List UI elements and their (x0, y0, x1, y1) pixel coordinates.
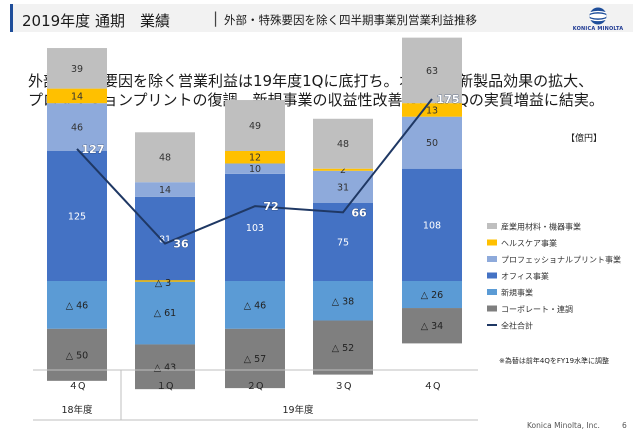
bar-segment-industrial-2 (225, 100, 285, 151)
data-label-office-2: 103 (246, 223, 264, 234)
bar-segment-industrial-1 (135, 132, 195, 183)
legend-swatch-office (487, 272, 497, 279)
data-label-corporate-0: △ 50 (66, 350, 88, 361)
data-label-industrial-2: 49 (249, 121, 261, 132)
bar-segment-healthcare-2 (225, 151, 285, 164)
bar-segment-professional_print-2 (225, 163, 285, 174)
bar-segment-industrial-0 (47, 48, 107, 89)
bar-segment-office-3 (313, 203, 373, 281)
data-label-industrial-3: 48 (337, 139, 349, 150)
bar-segment-healthcare-4 (402, 103, 462, 117)
data-label-professional_print-1: 14 (159, 185, 171, 196)
bar-segment-office-0 (47, 151, 107, 281)
header-bar (10, 4, 633, 32)
legend-label-total: 全社合計 (501, 321, 533, 331)
total-label-4: 175 (437, 93, 460, 106)
data-label-professional_print-0: 46 (71, 123, 83, 134)
legend-swatch-new_business (487, 289, 497, 295)
data-label-office-1: 81 (159, 234, 171, 245)
total-label-2: 72 (263, 200, 278, 213)
bar-segment-professional_print-1 (135, 182, 195, 197)
data-label-professional_print-3: 31 (337, 182, 349, 193)
logo-text: KONICA MINOLTA (572, 26, 624, 32)
total-label-3: 66 (351, 206, 367, 219)
year-label-1: 19年度 (282, 404, 314, 416)
legend-swatch-industrial (487, 223, 497, 229)
legend-label-professional_print: プロフェッショナルプリント事業 (501, 255, 621, 265)
bar-segment-corporate-2 (225, 328, 285, 389)
data-label-corporate-2: △ 57 (244, 354, 266, 365)
data-label-new_business-4: △ 26 (421, 290, 443, 301)
konica-minolta-logo: KONICA MINOLTA (568, 6, 628, 34)
bar-segment-new_business-4 (402, 281, 462, 309)
bar-segment-office-1 (135, 196, 195, 281)
data-label-healthcare-0: 14 (71, 91, 83, 102)
konica-minolta-globe-icon (589, 7, 607, 25)
data-label-healthcare-2: 12 (249, 153, 261, 164)
bar-segment-healthcare-0 (47, 88, 107, 104)
data-label-corporate-3: △ 52 (332, 343, 354, 354)
year-label-0: 18年度 (61, 404, 93, 416)
x-tick-label-3: ３Q (335, 381, 352, 392)
footer-company: Konica Minolta, Inc. (527, 421, 600, 430)
bar-segment-office-4 (402, 168, 462, 281)
data-label-industrial-1: 48 (159, 153, 171, 164)
legend-label-corporate: コーポレート・連調 (501, 304, 573, 314)
data-label-professional_print-2: 10 (249, 164, 261, 175)
bar-segment-new_business-1 (135, 281, 195, 345)
bar-segment-healthcare-3 (313, 168, 373, 171)
bar-segment-corporate-0 (47, 328, 107, 381)
x-tick-label-4: ４Q (424, 381, 441, 392)
bar-segment-industrial-3 (313, 118, 373, 169)
exchange-rate-note: ※為替は前年4QをFY19水準に調整 (499, 357, 610, 365)
title-separator: | (213, 9, 219, 27)
data-label-office-3: 75 (337, 238, 349, 249)
legend-swatch-professional_print (487, 256, 497, 262)
data-label-new_business-3: △ 38 (332, 296, 354, 307)
data-label-industrial-0: 39 (71, 64, 83, 75)
bar-segment-professional_print-0 (47, 103, 107, 151)
page-subtitle: 外部・特殊要因を除く四半期事業別営業利益推移 (224, 13, 477, 27)
legend-label-healthcare: ヘルスケア事業 (501, 238, 557, 248)
legend-swatch-corporate (487, 305, 497, 312)
data-label-new_business-0: △ 46 (66, 300, 88, 311)
data-label-new_business-2: △ 46 (244, 300, 266, 311)
data-label-industrial-4: 63 (426, 66, 438, 77)
data-label-corporate-4: △ 34 (421, 321, 443, 332)
bar-segment-industrial-4 (402, 37, 462, 104)
bar-segment-new_business-3 (313, 281, 373, 321)
page-number: 6 (622, 421, 627, 430)
bar-segment-new_business-2 (225, 281, 285, 329)
page-title: 2019年度 通期 業績 (22, 12, 170, 30)
bar-segment-corporate-4 (402, 308, 462, 344)
legend-swatch-healthcare (487, 239, 497, 246)
bar-segment-corporate-1 (135, 344, 195, 390)
data-label-office-4: 108 (423, 220, 441, 231)
data-label-office-0: 125 (68, 212, 86, 223)
slide-header: 2019年度 通期 業績 | 外部・特殊要因を除く四半期事業別営業利益推移 KO… (0, 0, 640, 36)
legend-label-new_business: 新規事業 (501, 288, 533, 298)
data-label-healthcare-3: 2 (340, 165, 346, 176)
total-label-0: 127 (82, 143, 105, 156)
total-label-1: 36 (173, 238, 189, 251)
legend-label-office: オフィス事業 (501, 271, 549, 281)
data-label-healthcare-4: 13 (426, 105, 438, 116)
data-label-corporate-1: △ 43 (154, 362, 176, 373)
unit-label: 【億円】 (566, 134, 603, 144)
x-tick-label-0: ４Q (69, 381, 86, 392)
legend-label-industrial: 産業用材料・機器事業 (501, 222, 581, 232)
bar-segment-corporate-3 (313, 320, 373, 375)
x-tick-label-1: １Q (157, 381, 174, 392)
data-label-new_business-1: △ 61 (154, 308, 176, 319)
small-label-1: △ 3 (155, 278, 171, 289)
bar-segment-new_business-0 (47, 281, 107, 329)
bar-segment-office-2 (225, 173, 285, 281)
x-tick-label-2: ２Q (247, 381, 264, 392)
data-label-professional_print-4: 50 (426, 138, 438, 149)
total-line (76, 98, 433, 245)
